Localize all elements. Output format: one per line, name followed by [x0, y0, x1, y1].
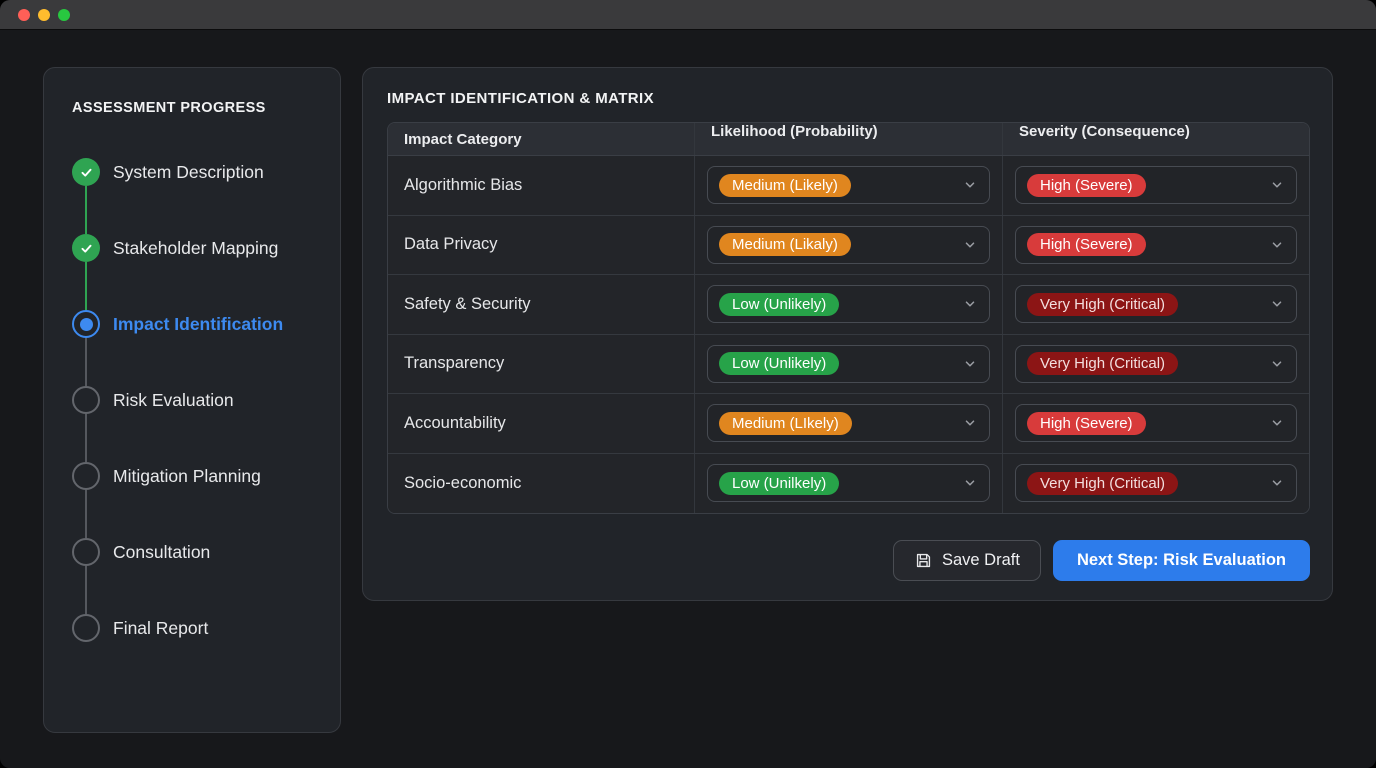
step-connector [84, 262, 88, 310]
chevron-down-icon [1272, 361, 1282, 367]
sidebar-step-final-report[interactable]: Final Report [72, 614, 312, 642]
step-label: Risk Evaluation [113, 390, 234, 410]
table-row: Data Privacy Medium (Likaly) High (Sever… [388, 215, 1309, 275]
save-draft-button[interactable]: Save Draft [892, 540, 1041, 581]
likelihood-select[interactable]: Medium (Likely) [707, 166, 990, 205]
chevron-down-icon [1272, 242, 1282, 248]
step-label: Mitigation Planning [113, 466, 261, 486]
severity-badge: Very High (Critical) [1027, 352, 1179, 376]
sidebar-step-impact-identification[interactable]: Impact Identification [72, 310, 312, 386]
impact-matrix-panel: IMPACT IDENTIFICATION & MATRIX Impact Ca… [362, 67, 1333, 601]
likelihood-select[interactable]: Medium (LIkely) [707, 404, 990, 443]
likelihood-select[interactable]: Low (Unlikely) [707, 285, 990, 324]
step-connector [84, 338, 88, 386]
sidebar-title: ASSESSMENT PROGRESS [72, 100, 266, 116]
panel-title: IMPACT IDENTIFICATION & MATRIX [387, 90, 654, 107]
sidebar-step-system-description[interactable]: System Description [72, 158, 312, 234]
table-row: Algorithmic Bias Medium (Likely) High (S… [388, 156, 1309, 216]
next-step-button[interactable]: Next Step: Risk Evaluation [1052, 540, 1310, 581]
table-row: Socio-economic Low (Unilkely) Very High … [388, 453, 1309, 513]
save-draft-label: Save Draft [941, 551, 1020, 569]
minimize-button[interactable] [38, 8, 50, 21]
likelihood-select[interactable]: Low (Unilkely) [707, 464, 990, 503]
progress-stepper: System Description Stakeholder Mapping [72, 158, 312, 642]
step-label: System Description [113, 162, 264, 182]
sidebar-step-stakeholder-mapping[interactable]: Stakeholder Mapping [72, 234, 312, 310]
zoom-button[interactable] [58, 8, 70, 21]
step-label: Impact Identification [113, 314, 284, 334]
chevron-down-icon [965, 301, 975, 307]
radio-dot-icon [72, 310, 100, 338]
step-connector [84, 566, 88, 614]
severity-select[interactable]: Very High (Critical) [1015, 464, 1297, 503]
sidebar-step-consultation[interactable]: Consultation [72, 538, 312, 614]
chevron-down-icon [965, 480, 975, 486]
severity-select[interactable]: Very High (Critical) [1015, 285, 1297, 324]
impact-category-cell: Data Privacy [404, 235, 498, 254]
likelihood-badge: Low (Unlikely) [719, 352, 840, 376]
assessment-progress-panel: ASSESSMENT PROGRESS System Description [43, 67, 341, 733]
step-circle-icon [72, 386, 100, 414]
table-row: Accountability Medium (LIkely) High (Sev… [388, 394, 1309, 454]
column-header-likelihood: Likelihood (Probability) [694, 123, 1002, 155]
severity-select[interactable]: High (Severe) [1015, 225, 1297, 264]
chevron-down-icon [965, 420, 975, 426]
impact-category-cell: Socio-economic [404, 473, 522, 492]
step-circle-icon [72, 462, 100, 490]
step-connector [84, 186, 88, 234]
check-icon [72, 158, 100, 186]
step-circle-icon [72, 614, 100, 642]
impact-category-cell: Safety & Security [404, 294, 531, 313]
step-connector [84, 414, 88, 462]
action-bar: Save Draft Next Step: Risk Evaluation [387, 540, 1310, 581]
severity-select[interactable]: High (Severe) [1015, 404, 1297, 443]
sidebar-step-mitigation-planning[interactable]: Mitigation Planning [72, 462, 312, 538]
likelihood-badge: Low (Unilkely) [719, 471, 840, 495]
table-row: Transparency Low (Unlikely) Very High (C… [388, 334, 1309, 394]
severity-select[interactable]: High (Severe) [1015, 166, 1297, 205]
chevron-down-icon [965, 182, 975, 188]
sidebar-step-risk-evaluation[interactable]: Risk Evaluation [72, 386, 312, 462]
chevron-down-icon [1272, 420, 1282, 426]
chevron-down-icon [1272, 301, 1282, 307]
floppy-disk-icon [916, 553, 931, 568]
close-button[interactable] [18, 8, 30, 21]
step-label: Final Report [113, 618, 209, 638]
likelihood-badge: Medium (LIkely) [719, 411, 852, 435]
table-row: Safety & Security Low (Unlikely) Very Hi… [388, 275, 1309, 335]
table-header-row: Impact Category Likelihood (Probability)… [388, 123, 1309, 156]
titlebar [0, 0, 1376, 30]
likelihood-select[interactable]: Medium (Likaly) [707, 225, 990, 264]
severity-select[interactable]: Very High (Critical) [1015, 344, 1297, 383]
impact-category-cell: Algorithmic Bias [404, 175, 523, 194]
chevron-down-icon [965, 361, 975, 367]
impact-category-cell: Accountability [404, 413, 506, 432]
chevron-down-icon [1272, 182, 1282, 188]
chevron-down-icon [965, 242, 975, 248]
likelihood-select[interactable]: Low (Unlikely) [707, 344, 990, 383]
likelihood-badge: Low (Unlikely) [719, 292, 840, 316]
chevron-down-icon [1272, 480, 1282, 486]
step-circle-icon [72, 538, 100, 566]
check-icon [72, 234, 100, 262]
column-header-impact-category: Impact Category [404, 130, 522, 148]
impact-matrix-table: Impact Category Likelihood (Probability)… [387, 122, 1310, 514]
likelihood-badge: Medium (Likely) [719, 173, 851, 197]
severity-badge: High (Severe) [1027, 233, 1146, 257]
column-header-severity: Severity (Consequence) [1002, 123, 1309, 155]
step-label: Consultation [113, 542, 211, 562]
likelihood-badge: Medium (Likaly) [719, 233, 851, 257]
severity-badge: Very High (Critical) [1027, 292, 1179, 316]
severity-badge: High (Severe) [1027, 173, 1146, 197]
step-connector [84, 490, 88, 538]
impact-category-cell: Transparency [404, 354, 505, 373]
window-content: ASSESSMENT PROGRESS System Description [0, 30, 1376, 768]
severity-badge: Very High (Critical) [1027, 471, 1179, 495]
severity-badge: High (Severe) [1027, 411, 1146, 435]
step-label: Stakeholder Mapping [113, 238, 279, 258]
